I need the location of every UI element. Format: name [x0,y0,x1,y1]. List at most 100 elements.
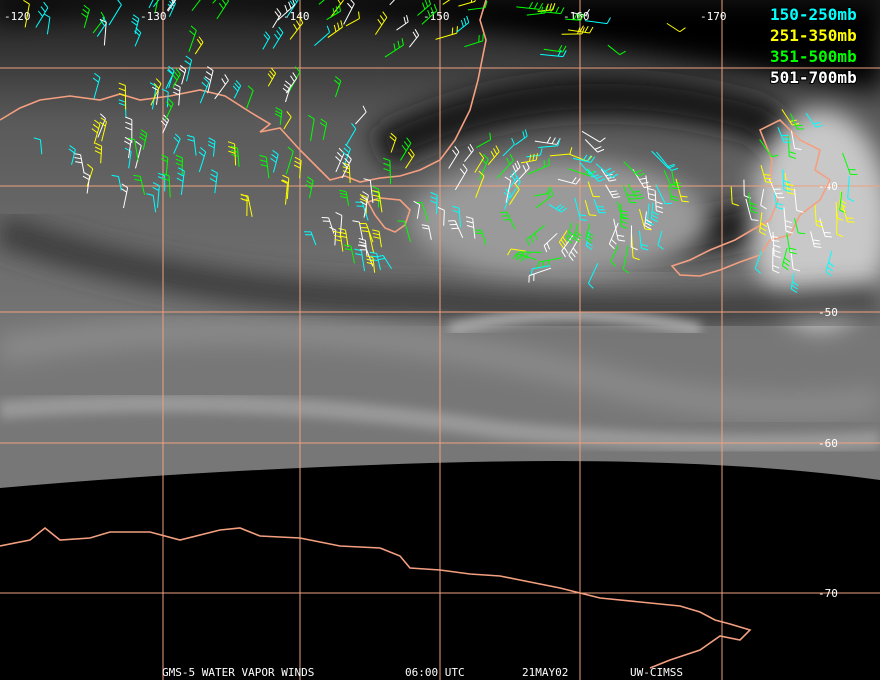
barb-shaft [510,248,526,252]
barb-flag [512,253,518,260]
wind-barb [465,216,476,239]
barb-shaft [622,245,629,270]
barb-flag [514,162,519,170]
barb-flag [760,222,768,227]
barb-flag [670,195,678,199]
barb-shaft [480,230,487,245]
barb-flag [234,82,240,89]
barb-flag [482,153,489,160]
barb-shaft [310,231,317,246]
barb-flag [87,163,94,170]
barb-flag [161,154,169,159]
barb-shaft [585,223,590,239]
wind-barb [293,156,302,179]
barb-flag [383,157,391,162]
barb-flag [161,88,169,93]
barb-flag [208,140,215,145]
barb-shaft [650,202,654,219]
barb-flag [358,241,366,245]
barb-flag [274,33,279,40]
barb-shaft [745,198,752,220]
barb-flag [562,50,567,57]
barb-flag [94,119,101,125]
moist-band [448,308,702,337]
barb-flag [524,129,528,137]
barb-flag [360,200,367,206]
barb-flag [579,214,587,217]
barb-flag [655,205,663,209]
barb-flag [620,210,628,213]
wind-barb [766,222,780,242]
barb-flag [275,110,282,115]
barb-flag [644,228,652,231]
barb-flag [511,137,515,145]
barb-flag [358,11,360,19]
barb-flag [230,145,238,149]
barb-flag [263,34,269,41]
wind-barb [783,207,793,234]
barb-flag [132,14,140,20]
barb-shaft [514,167,530,185]
barb-flag [620,215,628,220]
barb-shaft [526,12,546,16]
barb-flag [749,202,757,206]
wind-barb [352,220,364,240]
barb-shaft [285,151,294,175]
barb-flag [651,214,659,219]
barb-shaft [390,137,397,153]
barb-shaft [181,69,187,85]
wind-barb [474,229,487,245]
barb-shaft [663,170,673,189]
barb-flag [584,26,589,33]
barb-flag [595,175,603,180]
barb-flag [772,269,780,274]
barb-flag [539,148,543,156]
barb-flag [789,247,797,251]
barb-flag [346,2,353,9]
barb-flag [171,0,176,4]
barb-flag [372,232,380,236]
barb-flag [573,237,580,243]
wind-barb [760,164,773,184]
wind-barb [448,146,460,169]
barb-flag [764,177,772,180]
wind-barb [307,114,315,142]
barb-flag [274,113,282,118]
wind-barb [165,98,174,120]
wind-barb [558,230,568,249]
barb-shaft [584,139,598,153]
antarctica-coast [0,526,752,669]
barb-shaft [233,85,242,99]
barb-shaft [549,153,570,157]
barb-flag [644,222,652,227]
barb-flag [732,202,739,207]
barb-flag [562,45,567,53]
wind-barb [748,192,758,214]
barb-flag [168,0,175,7]
barb-shaft [781,109,793,126]
barb-flag [506,157,511,165]
wind-barb [584,200,597,216]
barb-flag [826,266,834,272]
barb-shaft [389,0,395,6]
barb-shaft [538,257,562,263]
barb-flag [412,31,418,39]
barb-flag [586,235,593,240]
barb-flag [641,247,649,251]
barb-shaft [847,176,850,199]
wind-barb [173,133,181,154]
footer: GMS-5 WATER VAPOR WINDS 06:00 UTC 21MAY0… [162,666,683,679]
barb-shaft [666,22,681,33]
barb-flag [333,234,341,238]
wind-barb [841,204,855,223]
barb-shaft [454,220,464,239]
wind-barb [730,186,739,207]
barb-flag [271,153,278,159]
barb-flag [573,13,578,21]
barb-flag [641,181,649,185]
barb-shaft [623,161,639,177]
barb-shaft [651,150,669,169]
barb-flag [260,164,268,167]
wind-barb [512,252,537,262]
barb-shaft [638,230,642,249]
